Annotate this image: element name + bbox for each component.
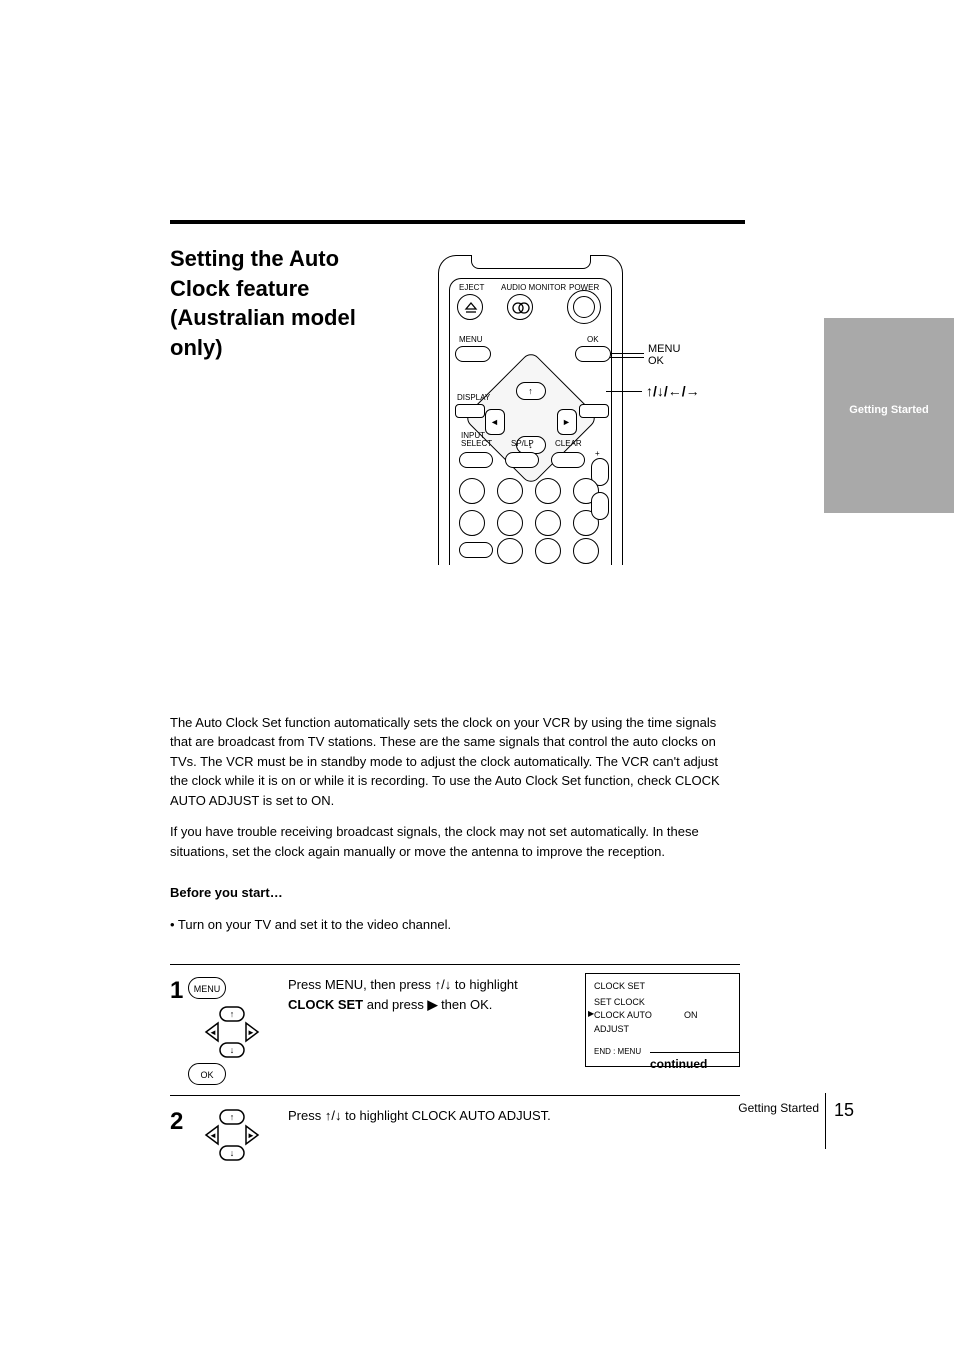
- num-0-button[interactable]: [535, 538, 561, 564]
- num-3-button[interactable]: [535, 478, 561, 504]
- step-2-icons: ↑ ↓ ◄ ►: [188, 1106, 288, 1162]
- dpad-icon: ↑ ↓ ◄ ►: [188, 1005, 276, 1059]
- intro-p1: The Auto Clock Set function automaticall…: [170, 713, 730, 811]
- dpad-right[interactable]: ►: [557, 409, 577, 435]
- remote-notch: [471, 255, 591, 269]
- callout-ok: OK: [648, 355, 664, 367]
- audio-monitor-label: AUDIO MONITOR: [501, 284, 566, 292]
- right-triangle-icon: ▶: [427, 997, 437, 1012]
- remote-body: EJECT AUDIO MONITOR POWER MENU OK DISPLA…: [438, 255, 623, 565]
- num-5-button[interactable]: [459, 510, 485, 536]
- display-label: DISPLAY: [457, 394, 490, 402]
- menu-pill-icon: MENU: [188, 977, 226, 999]
- before-bullet: • Turn on your TV and set it to the vide…: [170, 915, 730, 935]
- before-heading: Before you start…: [170, 883, 730, 903]
- num-9-button[interactable]: [497, 538, 523, 564]
- dpad-up[interactable]: ↑: [516, 382, 546, 400]
- num-1-button[interactable]: [459, 478, 485, 504]
- eject-label: EJECT: [459, 284, 484, 292]
- step-2-body: Press ↑/↓ to highlight CLOCK AUTO ADJUST…: [288, 1106, 740, 1126]
- osd-menu-header: CLOCK SET: [594, 980, 731, 994]
- svg-text:↑: ↑: [230, 1009, 235, 1019]
- input-label: INPUTSELECT: [461, 432, 492, 448]
- prog-plus-label: +: [595, 450, 600, 458]
- svg-text:◄: ◄: [209, 1028, 217, 1037]
- page-title: Setting the Auto Clock feature (Australi…: [170, 244, 420, 363]
- osd-row-2: CLOCK AUTO ADJUST ON: [594, 1009, 731, 1036]
- svg-text:↓: ↓: [230, 1045, 235, 1055]
- menu-button[interactable]: [455, 346, 491, 362]
- callout-menu: MENU: [648, 343, 680, 355]
- callout-line-menu: [610, 353, 644, 354]
- callout-line-ok: [610, 357, 644, 358]
- intro-p2: If you have trouble receiving broadcast …: [170, 822, 730, 861]
- svg-text:↓: ↓: [230, 1148, 235, 1158]
- power-button-inner: [573, 296, 595, 318]
- ok-pill-icon: OK: [188, 1063, 226, 1085]
- step-2-number: 2: [170, 1106, 188, 1134]
- dpad-icon-2: ↑ ↓ ◄ ►: [188, 1108, 276, 1162]
- title-line-3: (Australian model: [170, 305, 356, 330]
- step-1-number: 1: [170, 975, 188, 1003]
- callout-line-arrows: [606, 391, 642, 392]
- svg-text:►: ►: [247, 1131, 255, 1140]
- num-minus-button[interactable]: [459, 542, 493, 558]
- title-rule: [170, 220, 745, 224]
- num-6-button[interactable]: [497, 510, 523, 536]
- page-number: 15: [834, 1100, 854, 1121]
- svg-text:↑: ↑: [230, 1112, 235, 1122]
- sp-label: SP/LP: [511, 440, 534, 448]
- osd-row-1: SET CLOCK: [594, 996, 731, 1010]
- eject-button[interactable]: [457, 294, 483, 320]
- step-1: 1 MENU ↑ ↓ ◄ ► OK: [170, 965, 740, 1095]
- title-line-2: Clock feature: [170, 276, 309, 301]
- continued-label: continued: [650, 1052, 740, 1071]
- callout-arrows: ↑/↓/←/→: [646, 383, 700, 399]
- num-2-button[interactable]: [497, 478, 523, 504]
- counter-button[interactable]: [579, 404, 609, 418]
- title-line-1: Setting the Auto: [170, 246, 339, 271]
- intro-text: The Auto Clock Set function automaticall…: [170, 703, 730, 935]
- clear-label: CLEAR: [555, 440, 582, 448]
- footer-section-label: Getting Started: [738, 1101, 819, 1115]
- clear-button[interactable]: [551, 452, 585, 468]
- gutter-line: [825, 1093, 826, 1149]
- osd-caret-icon: ▶: [588, 1008, 594, 1020]
- num-7-button[interactable]: [535, 510, 561, 536]
- audio-monitor-button[interactable]: [507, 294, 533, 320]
- remote-illustration: EJECT AUDIO MONITOR POWER MENU OK DISPLA…: [438, 255, 738, 565]
- step-1-icons: MENU ↑ ↓ ◄ ► OK: [188, 975, 288, 1085]
- menu-label: MENU: [459, 336, 483, 344]
- ok-button[interactable]: [575, 346, 611, 362]
- input-select-button[interactable]: [459, 452, 493, 468]
- svg-text:◄: ◄: [209, 1131, 217, 1140]
- display-button[interactable]: [455, 404, 485, 418]
- num-extra-button[interactable]: [573, 538, 599, 564]
- page: Setting the Auto Clock feature (Australi…: [0, 0, 954, 1351]
- sp-lp-button[interactable]: [505, 452, 539, 468]
- svg-text:►: ►: [247, 1028, 255, 1037]
- step-2: 2 ↑ ↓ ◄ ► Press ↑/↓ to highligh: [170, 1096, 740, 1172]
- prog-minus-button[interactable]: [591, 492, 609, 520]
- ok-label: OK: [587, 336, 599, 344]
- title-line-4: only): [170, 335, 223, 360]
